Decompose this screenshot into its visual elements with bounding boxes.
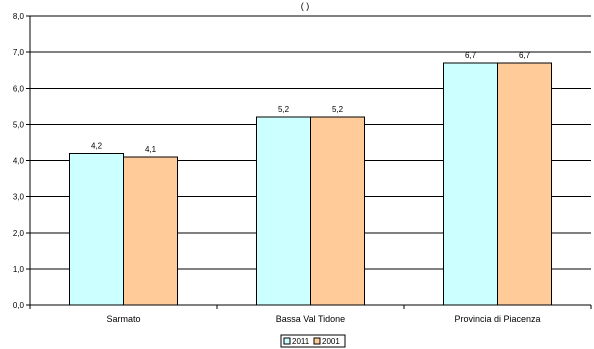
- data-label: 6,7: [519, 51, 531, 60]
- category-label: Bassa Val Tidone: [276, 314, 345, 324]
- legend: 2011 2001: [280, 334, 346, 348]
- category-label: Provincia di Piacenza: [454, 314, 540, 324]
- y-tick-label: 0,0: [13, 301, 25, 310]
- data-label: 6,7: [465, 51, 477, 60]
- y-tick-label: 1,0: [13, 265, 25, 274]
- data-label: 5,2: [332, 105, 344, 114]
- bar-2011: [69, 152, 124, 306]
- bar-2001: [310, 116, 365, 306]
- category-label: Sarmato: [106, 314, 140, 324]
- y-tick-label: 2,0: [13, 229, 25, 238]
- bar-2011: [256, 116, 311, 306]
- data-label: 4,1: [145, 145, 157, 154]
- legend-label: 2001: [322, 337, 340, 346]
- y-tick-label: 8,0: [13, 12, 25, 21]
- legend-swatch: [313, 337, 321, 345]
- bar-2011: [443, 62, 498, 306]
- x-axis: Sarmato Bassa Val Tidone Provincia di Piac…: [29, 304, 592, 324]
- y-axis: 0,0 1,0 2,0 3,0 4,0 5,0 6,0 7,0 8,0: [13, 12, 31, 310]
- y-tick-label: 6,0: [13, 84, 25, 93]
- data-label: 5,2: [278, 105, 290, 114]
- chart-title-fragment: ( ): [301, 1, 310, 11]
- y-tick-label: 3,0: [13, 193, 25, 202]
- y-tick-label: 4,0: [13, 157, 25, 166]
- bars: 4,2 4,1 5,2 5,2 6,7 6,7: [69, 51, 552, 306]
- y-tick-label: 7,0: [13, 48, 25, 57]
- y-tick-label: 5,0: [13, 120, 25, 129]
- bar-2001: [497, 62, 552, 306]
- data-label: 4,2: [91, 141, 103, 150]
- legend-label: 2011: [292, 337, 310, 346]
- bar-2001: [123, 156, 178, 306]
- legend-box: [280, 334, 346, 348]
- legend-swatch: [283, 337, 291, 345]
